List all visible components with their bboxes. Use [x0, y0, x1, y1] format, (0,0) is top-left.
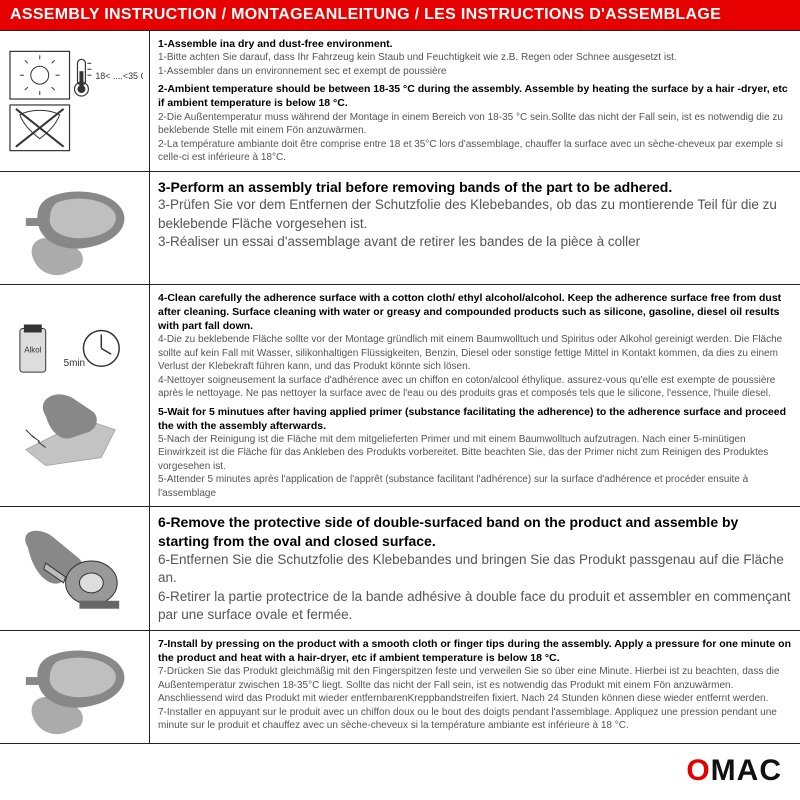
step-line-en: 4-Clean carefully the adherence surface … [158, 291, 792, 334]
page-title: ASSEMBLY INSTRUCTION / MONTAGEANLEITUNG … [0, 0, 800, 30]
step-line-de: 7-Drücken Sie das Produkt gleichmäßig mi… [158, 665, 792, 706]
step-line-fr: 5-Attender 5 minutes après l'application… [158, 473, 792, 500]
svg-text:5min: 5min [64, 359, 85, 370]
footer: OMAC [0, 744, 800, 796]
logo-rest: MAC [711, 754, 782, 788]
step-illustration [0, 507, 150, 630]
step-text: 7-Install by pressing on the product wit… [150, 631, 800, 743]
instruction-row: 18< ....<35 C 1-Assemble ina dry and dus… [0, 30, 800, 172]
step-line-fr: 3-Réaliser un essai d'assemblage avant d… [158, 233, 792, 251]
step-line-en: 7-Install by pressing on the product wit… [158, 637, 792, 665]
step-line-fr: 6-Retirer la partie protectrice de la ba… [158, 588, 792, 624]
step-line-de: 3-Prüfen Sie vor dem Entfernen der Schut… [158, 196, 792, 232]
svg-text:Alkol: Alkol [24, 346, 41, 355]
step-line-en: 1-Assemble ina dry and dust-free environ… [158, 37, 792, 51]
step-line-de: 6-Entfernen Sie die Schutzfolie des Kleb… [158, 551, 792, 587]
step-line-de: 1-Bitte achten Sie darauf, dass Ihr Fahr… [158, 51, 792, 65]
step-line-fr: 4-Nettoyer soigneusement la surface d'ad… [158, 374, 792, 401]
step-line-en: 5-Wait for 5 minutues after having appli… [158, 405, 792, 433]
step-line-de: 4-Die zu beklebende Fläche sollte vor de… [158, 333, 792, 374]
step-line-en: 6-Remove the protective side of double-s… [158, 513, 792, 551]
step-illustration: 18< ....<35 C [0, 31, 150, 171]
step-text: 3-Perform an assembly trial before remov… [150, 172, 800, 284]
brand-logo: OMAC [686, 754, 782, 788]
logo-o: O [686, 754, 710, 788]
svg-text:18< ....<35 C: 18< ....<35 C [95, 71, 143, 81]
instruction-table: 18< ....<35 C 1-Assemble ina dry and dus… [0, 30, 800, 744]
step-line-en: 2-Ambient temperature should be between … [158, 82, 792, 110]
step-line-fr: 2-La température ambiante doit être comp… [158, 138, 792, 165]
step-text: 1-Assemble ina dry and dust-free environ… [150, 31, 800, 171]
instruction-row: 7-Install by pressing on the product wit… [0, 631, 800, 744]
step-line-en: 3-Perform an assembly trial before remov… [158, 178, 792, 197]
step-illustration [0, 172, 150, 284]
step-line-fr: 1-Assembler dans un environnement sec et… [158, 65, 792, 79]
step-text: 6-Remove the protective side of double-s… [150, 507, 800, 630]
step-line-fr: 7-Installer en appuyant sur le produit a… [158, 706, 792, 733]
step-illustration [0, 631, 150, 743]
instruction-row: 3-Perform an assembly trial before remov… [0, 172, 800, 285]
instruction-row: Alkol 5min 4-Clean carefully the adheren… [0, 285, 800, 508]
step-line-de: 5-Nach der Reinigung ist die Fläche mit … [158, 433, 792, 474]
step-illustration: Alkol 5min [0, 285, 150, 507]
instruction-row: 6-Remove the protective side of double-s… [0, 507, 800, 631]
step-line-de: 2-Die Außentemperatur muss während der M… [158, 111, 792, 138]
step-text: 4-Clean carefully the adherence surface … [150, 285, 800, 507]
